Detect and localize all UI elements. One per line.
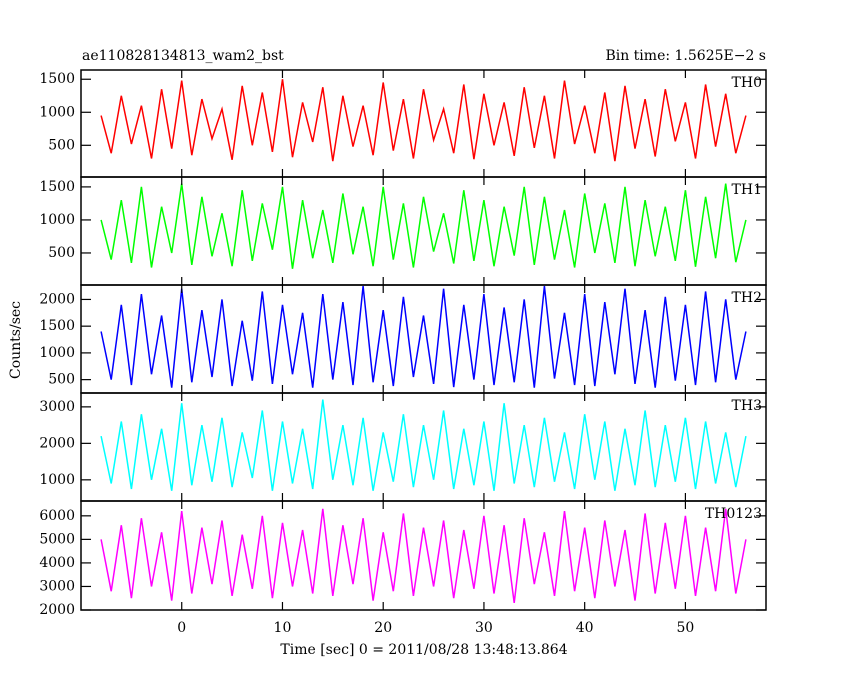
x-tick-label: 30 (475, 620, 493, 636)
y-tick-label: 2000 (39, 602, 75, 618)
y-tick-label: 3000 (39, 399, 75, 415)
light-curve (100, 399, 747, 491)
panel-frame (80, 392, 767, 502)
y-tick-label: 1500 (39, 71, 75, 87)
panel-frame (80, 176, 767, 286)
y-tick-label: 500 (48, 372, 75, 388)
y-tick-label: 5000 (39, 531, 75, 547)
y-tick-label: 1000 (39, 212, 75, 228)
y-tick-label: 4000 (39, 555, 75, 571)
light-curve (100, 79, 747, 162)
panel-label: TH0123 (705, 506, 762, 522)
panel-frame (80, 500, 767, 611)
x-tick-label: 40 (576, 620, 594, 636)
x-tick-label: 20 (374, 620, 392, 636)
panel-label: TH1 (732, 182, 762, 198)
light-curve (100, 508, 747, 603)
panel-label: TH2 (732, 290, 762, 306)
y-tick-label: 500 (48, 137, 75, 153)
panel-frame (80, 69, 767, 178)
light-curve (100, 183, 747, 269)
panel-label: TH0 (732, 75, 762, 91)
y-tick-label: 500 (48, 245, 75, 261)
light-curve (100, 286, 747, 388)
y-tick-label: 1000 (39, 472, 75, 488)
x-tick-label: 50 (676, 620, 694, 636)
x-tick-label: 10 (274, 620, 292, 636)
x-axis-label: Time [sec] 0 = 2011/08/28 13:48:13.864 (280, 642, 567, 658)
y-tick-label: 2000 (39, 435, 75, 451)
y-tick-label: 1500 (39, 318, 75, 334)
chart-title: ae110828134813_wam2_bst (82, 48, 284, 64)
y-tick-label: 2000 (39, 291, 75, 307)
y-tick-label: 1500 (39, 179, 75, 195)
y-tick-label: 1000 (39, 104, 75, 120)
y-tick-label: 6000 (39, 508, 75, 524)
x-tick-label: 0 (177, 620, 186, 636)
y-tick-label: 3000 (39, 578, 75, 594)
y-tick-label: 1000 (39, 345, 75, 361)
y-axis-label: Counts/sec (8, 301, 24, 379)
chart-subtitle: Bin time: 1.5625E−2 s (605, 48, 766, 64)
panel-label: TH3 (732, 398, 762, 414)
